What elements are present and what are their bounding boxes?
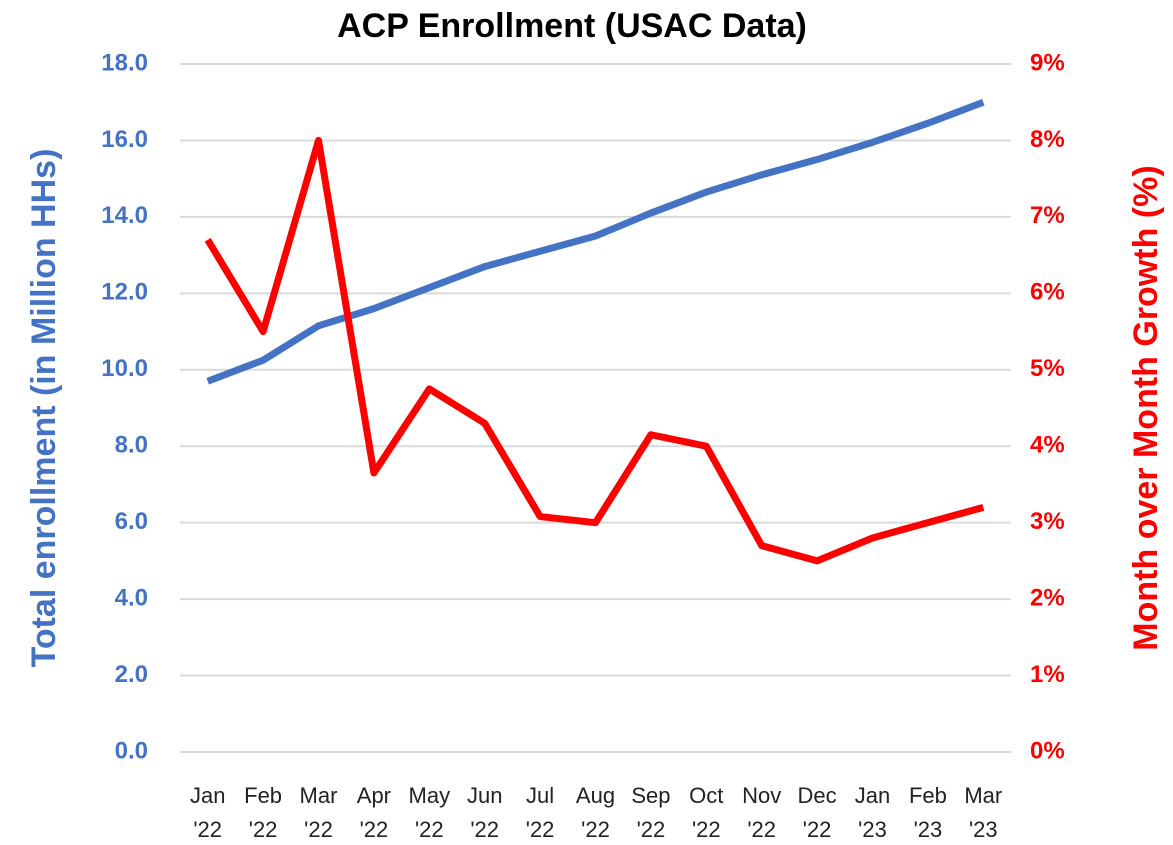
y2-tick-label: 6%: [1030, 279, 1065, 306]
y2-tick-label: 9%: [1030, 49, 1065, 76]
y-tick-label: 6.0: [115, 508, 148, 535]
y-tick-label: 4.0: [115, 584, 148, 611]
y-tick-label: 8.0: [115, 432, 148, 459]
y2-tick-label: 0%: [1030, 737, 1065, 764]
y2-tick-label: 1%: [1030, 661, 1065, 688]
y2-tick-label: 3%: [1030, 508, 1065, 535]
x-tick-label: Jan '23: [855, 783, 890, 842]
x-tick-label: Jan '22: [190, 783, 225, 842]
x-tick-label: Dec '22: [798, 783, 837, 842]
x-tick-label: Mar '23: [964, 783, 1002, 842]
y2-tick-label: 4%: [1030, 432, 1065, 459]
series-line: [206, 98, 985, 385]
x-tick-label: May '22: [409, 783, 451, 842]
x-tick-label: Oct '22: [689, 783, 723, 842]
x-tick-label: Feb '23: [909, 783, 947, 842]
x-tick-label: Sep '22: [631, 783, 670, 842]
y-tick-label: 16.0: [101, 126, 148, 153]
series-line: [204, 136, 985, 565]
y-tick-label: 12.0: [101, 279, 148, 306]
x-tick-label: Jul '22: [526, 783, 555, 842]
y-tick-label: 18.0: [101, 49, 148, 76]
y2-tick-label: 8%: [1030, 126, 1065, 153]
y-tick-label: 10.0: [101, 355, 148, 382]
y-tick-label: 14.0: [101, 202, 148, 229]
y2-axis-label: Month over Month Growth (%): [1127, 165, 1165, 650]
y-axis-label: Total enrollment (in Million HHs): [25, 149, 63, 668]
x-tick-label: Jun '22: [467, 783, 502, 842]
x-tick-label: Aug '22: [576, 783, 615, 842]
y2-tick-label: 2%: [1030, 584, 1065, 611]
x-tick-label: Feb '22: [244, 783, 282, 842]
y-tick-label: 0.0: [115, 737, 148, 764]
x-tick-label: Nov '22: [742, 783, 781, 842]
y2-tick-label: 5%: [1030, 355, 1065, 382]
y-tick-label: 2.0: [115, 661, 148, 688]
x-tick-label: Mar '22: [300, 783, 338, 842]
x-tick-label: Apr '22: [357, 783, 391, 842]
chart-title: ACP Enrollment (USAC Data): [337, 7, 807, 45]
y2-tick-label: 7%: [1030, 202, 1065, 229]
